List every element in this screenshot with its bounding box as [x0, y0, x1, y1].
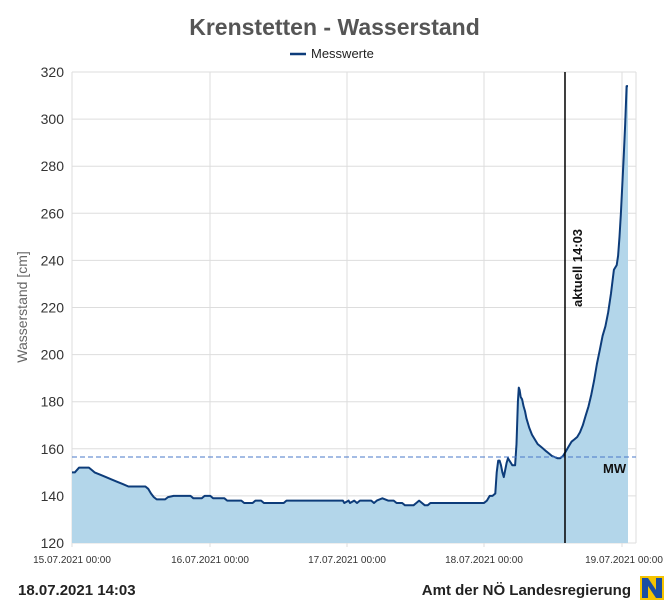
x-tick-label: 18.07.2021 00:00: [445, 555, 523, 566]
x-tick-label: 16.07.2021 00:00: [171, 555, 249, 566]
x-tick-label: 15.07.2021 00:00: [33, 555, 111, 566]
x-tick-label: 19.07.2021 00:00: [585, 555, 663, 566]
footer-credit: Amt der NÖ Landesregierung: [421, 582, 631, 599]
series-area-messwerte: [72, 86, 628, 543]
legend-label: Messwerte: [311, 46, 374, 61]
y-tick-label: 280: [41, 158, 65, 174]
y-tick-label: 320: [41, 64, 65, 80]
y-tick-label: 200: [41, 347, 65, 363]
footer-timestamp: 18.07.2021 14:03: [18, 582, 136, 599]
y-tick-label: 160: [41, 441, 65, 457]
y-tick-label: 220: [41, 300, 65, 316]
mw-label: MW: [603, 461, 627, 476]
noe-logo-icon: [640, 576, 664, 600]
y-axis-label: Wasserstand [cm]: [14, 251, 30, 363]
y-axis-ticks: 120 140 160 180 200 220 240 260 280 300 320: [41, 64, 65, 551]
y-tick-label: 120: [41, 535, 65, 551]
series-line-messwerte: [72, 85, 628, 507]
legend[interactable]: Messwerte: [290, 46, 374, 61]
x-axis-ticks: 15.07.2021 00:00 16.07.2021 00:00 17.07.20…: [33, 555, 663, 566]
grid: [71, 71, 637, 547]
y-tick-label: 140: [41, 488, 65, 504]
x-tick-label: 17.07.2021 00:00: [308, 555, 386, 566]
current-time-label: aktuell 14:03: [570, 229, 585, 307]
y-tick-label: 180: [41, 394, 65, 410]
y-tick-label: 300: [41, 111, 65, 127]
y-tick-label: 240: [41, 252, 65, 268]
chart-title: Krenstetten - Wasserstand: [189, 14, 480, 40]
y-tick-label: 260: [41, 205, 65, 221]
